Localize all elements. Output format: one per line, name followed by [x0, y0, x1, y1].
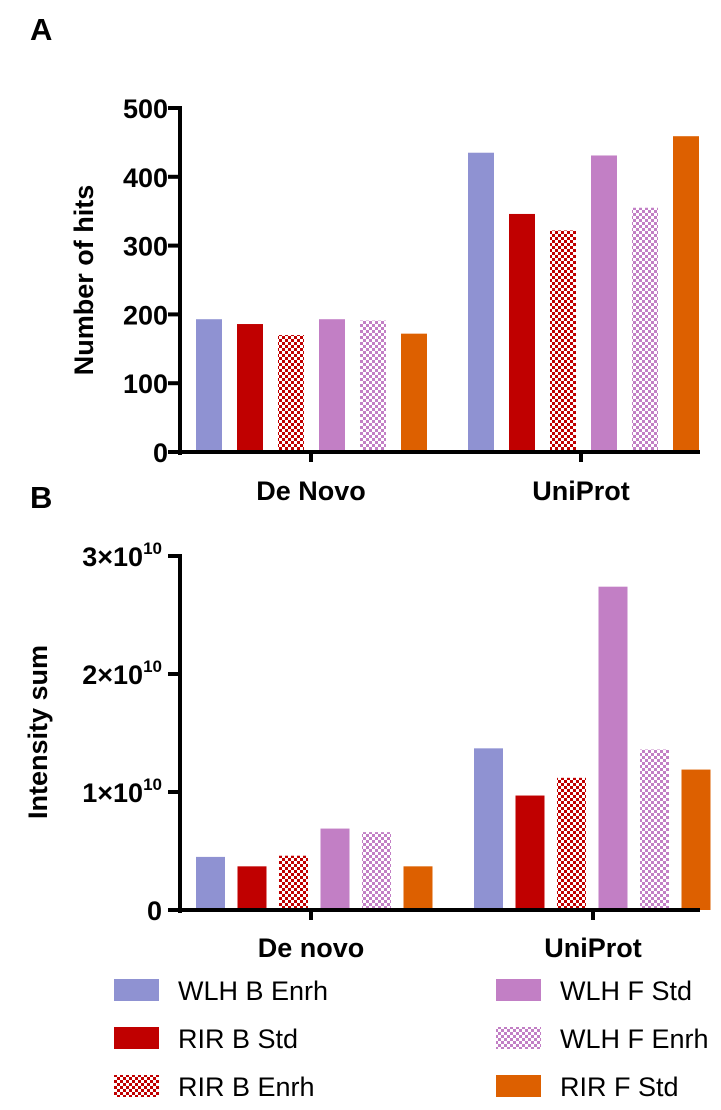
legend-label-wlh-b-enrh: WLH B Enrh: [178, 976, 328, 1006]
x-category-label-uniprot: UniProt: [544, 933, 642, 963]
bar-rir-f-std-de-novo: [401, 333, 427, 452]
panel-a: A 0 100 200 300 400 500 De Novo UniProt Number of…: [30, 12, 700, 506]
bar-wlh-b-enrh-de-novo: [196, 319, 222, 452]
y-tick-exponent: 10: [143, 657, 162, 676]
y-tick-label: 3×1010: [82, 539, 162, 572]
legend-label-rir-f-std: RIR F Std: [560, 1072, 679, 1102]
bar-wlh-b-enrh-uniprot: [468, 152, 494, 452]
legend-label-wlh-f-enrh: WLH F Enrh: [560, 1024, 709, 1054]
y-tick-label: 100: [123, 369, 168, 399]
bar-rir-b-std-uniprot: [509, 213, 535, 452]
bar-wlh-f-enrh-de-novo: [362, 832, 391, 910]
bar-wlh-f-enrh-uniprot: [632, 207, 658, 452]
legend: WLH B Enrh WLH F Std RIR B Std WLH F Enrh RI…: [114, 976, 709, 1102]
legend-swatch-rir-b-enrh: [114, 1075, 159, 1097]
bar-rir-b-enrh-de-novo: [278, 335, 304, 452]
legend-swatch-wlh-b-enrh: [114, 979, 159, 1001]
x-category-label-uniprot: UniProt: [532, 476, 630, 506]
y-tick-label: 0: [147, 896, 162, 926]
x-category-label-de-novo: De novo: [258, 933, 365, 963]
panel-letter: B: [30, 480, 52, 515]
bar-wlh-f-enrh-de-novo: [360, 320, 386, 452]
legend-label-rir-b-std: RIR B Std: [178, 1024, 298, 1054]
bar-rir-b-enrh-uniprot: [557, 777, 586, 910]
legend-swatch-wlh-f-enrh: [496, 1027, 541, 1049]
y-tick-label: 1×1010: [82, 775, 162, 808]
bar-rir-b-std-de-novo: [237, 324, 263, 452]
y-tick-base: 3×10: [82, 542, 143, 572]
y-tick-label: 300: [123, 232, 168, 262]
panel-letter: A: [30, 12, 52, 47]
legend-label-wlh-f-std: WLH F Std: [560, 976, 692, 1006]
bar-wlh-f-enrh-uniprot: [640, 749, 669, 910]
bar-wlh-f-std-uniprot: [598, 586, 628, 910]
bar-rir-b-enrh-de-novo: [279, 855, 308, 910]
bar-wlh-f-std-de-novo: [319, 319, 345, 452]
y-tick-base: 2×10: [82, 660, 143, 690]
y-tick-base: 1×10: [82, 778, 143, 808]
y-tick-label: 2×1010: [82, 657, 162, 690]
bar-rir-b-std-de-novo: [237, 866, 267, 910]
y-tick-label: 500: [123, 94, 168, 124]
bar-wlh-f-std-de-novo: [320, 828, 350, 910]
legend-swatch-rir-b-std: [114, 1027, 159, 1049]
bar-wlh-b-enrh-uniprot: [474, 748, 503, 910]
bar-rir-f-std-de-novo: [403, 866, 433, 910]
y-tick-label: 0: [153, 438, 168, 468]
y-tick-label: 200: [123, 300, 168, 330]
bar-rir-b-std-uniprot: [515, 795, 545, 910]
legend-swatch-rir-f-std: [496, 1075, 541, 1097]
x-category-label-de-novo: De Novo: [256, 476, 366, 506]
legend-swatch-wlh-f-std: [496, 979, 541, 1001]
bar-rir-b-enrh-uniprot: [550, 230, 576, 452]
y-tick-exponent: 10: [143, 539, 162, 558]
y-axis-title: Intensity sum: [23, 645, 53, 819]
bar-wlh-b-enrh-de-novo: [196, 856, 225, 910]
y-tick-label: 400: [123, 163, 168, 193]
bar-rir-f-std-uniprot: [681, 769, 711, 910]
bar-wlh-f-std-uniprot: [591, 155, 617, 453]
y-axis-title: Number of hits: [69, 185, 99, 376]
bar-rir-f-std-uniprot: [673, 136, 699, 452]
legend-label-rir-b-enrh: RIR B Enrh: [178, 1072, 315, 1102]
y-tick-exponent: 10: [143, 775, 162, 794]
